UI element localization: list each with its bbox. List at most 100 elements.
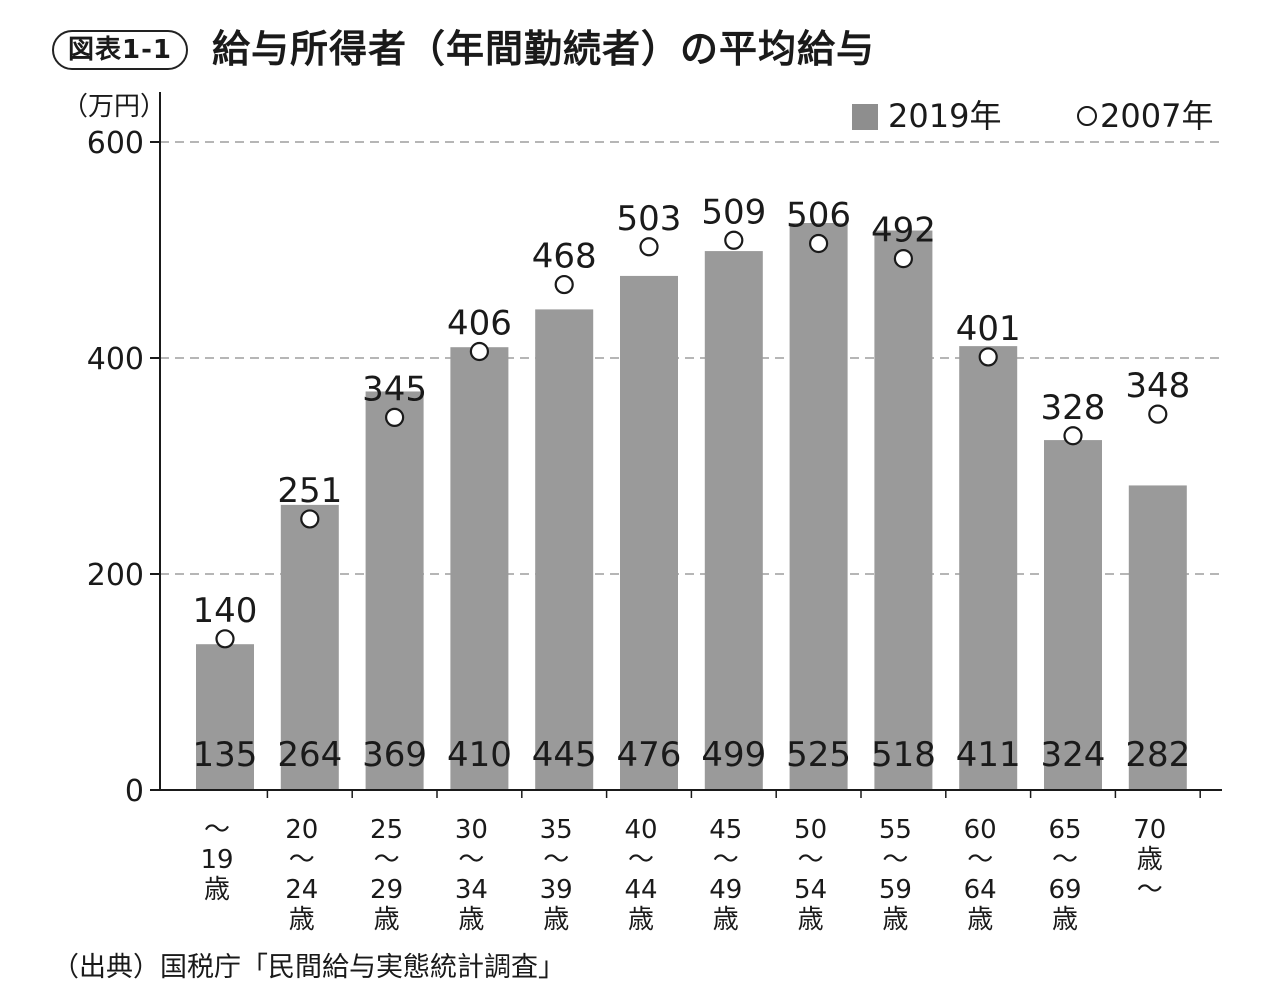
marker-2007-10 [1063, 426, 1083, 446]
bar-2019-0 [196, 644, 254, 790]
figure-number-badge: 図表1-1 [52, 30, 188, 70]
marker-value-label-2007-11: 348 [1125, 366, 1190, 406]
bar-2019-8 [874, 230, 933, 790]
bar-value-label-2019-6: 499 [701, 735, 766, 775]
bar-value-label-2019-5: 476 [617, 735, 682, 775]
x-tick-label-9-0: 60 [964, 815, 997, 845]
x-tick-label-2-0: 25 [370, 815, 403, 845]
marker-2007-6 [724, 230, 744, 250]
x-tick-label-4-3: 歳 [543, 905, 569, 935]
x-tick-label-4-0: 35 [540, 815, 573, 845]
marker-value-label-2007-8: 492 [871, 211, 936, 251]
x-tick-label-3-2: 34 [455, 875, 488, 905]
x-tick-label-0-2: 歳 [204, 875, 230, 905]
x-tick-label-6-1: 〜 [713, 845, 739, 875]
legend-label-2019: 2019年 [888, 97, 1002, 135]
y-tick-label-600: 600 [87, 126, 144, 161]
bar-2019-6 [704, 251, 763, 790]
y-tick-label-0: 0 [125, 774, 144, 809]
marker-value-label-2007-9: 401 [956, 309, 1021, 349]
marker-2007-8 [893, 249, 914, 269]
marker-2007-0 [215, 629, 235, 649]
x-tick-label-0-0: 〜 [204, 815, 230, 845]
marker-2007-5 [639, 237, 659, 257]
bar-value-label-2019-11: 282 [1125, 735, 1190, 775]
marker-2007-4 [554, 274, 574, 295]
bar-2019-1 [280, 504, 339, 790]
marker-2007-9 [978, 347, 998, 367]
x-tick-label-3-1: 〜 [458, 845, 484, 875]
x-tick-label-1-2: 24 [285, 875, 318, 905]
x-tick-label-5-1: 〜 [628, 845, 654, 875]
marker-value-label-2007-6: 509 [701, 192, 766, 232]
bar-value-label-2019-4: 445 [532, 735, 597, 775]
x-tick-label-1-1: 〜 [289, 845, 315, 875]
bar-value-label-2019-10: 324 [1041, 735, 1106, 775]
bar-value-label-2019-1: 264 [277, 735, 342, 775]
marker-2007-1 [300, 509, 320, 529]
y-tick-label-400: 400 [87, 342, 144, 377]
legend-bar-swatch [852, 104, 878, 130]
legend-label-2007: 2007年 [1100, 97, 1214, 135]
x-tick-label-2-2: 29 [370, 875, 403, 905]
x-tick-label-7-0: 50 [794, 815, 827, 845]
marker-value-label-2007-7: 506 [786, 196, 851, 236]
bar-value-label-2019-3: 410 [447, 735, 512, 775]
chart-title: 給与所得者（年間勤続者）の平均給与 [212, 27, 876, 71]
x-tick-label-1-0: 20 [285, 815, 318, 845]
x-tick-label-8-0: 55 [879, 815, 912, 845]
x-tick-label-9-3: 歳 [967, 905, 993, 935]
marker-2007-11 [1148, 404, 1168, 424]
x-tick-label-5-2: 44 [624, 875, 657, 905]
bar-2019-7 [789, 223, 848, 790]
marker-2007-2 [385, 407, 405, 427]
x-tick-label-11-2: 〜 [1137, 875, 1163, 905]
bar-value-label-2019-8: 518 [871, 735, 936, 775]
bar-2019-9 [959, 346, 1018, 790]
x-tick-label-7-3: 歳 [798, 905, 824, 935]
legend-circle-swatch [1077, 106, 1097, 126]
marker-2007-3 [469, 341, 489, 362]
source-note: （出典）国税庁「民間給与実態統計調査」 [52, 952, 565, 983]
x-tick-label-6-3: 歳 [713, 905, 739, 935]
bar-value-label-2019-7: 525 [786, 735, 851, 775]
bar-2019-3 [450, 347, 509, 790]
x-tick-label-9-1: 〜 [967, 845, 993, 875]
x-tick-label-3-3: 歳 [458, 905, 484, 935]
x-tick-label-10-2: 69 [1048, 875, 1081, 905]
bar-2019-5 [620, 275, 678, 790]
x-tick-label-3-0: 30 [455, 815, 488, 845]
x-tick-label-2-3: 歳 [374, 905, 400, 935]
x-tick-label-8-3: 歳 [882, 905, 908, 935]
marker-value-label-2007-0: 140 [193, 591, 258, 631]
x-tick-label-4-2: 39 [540, 875, 573, 905]
bar-value-label-2019-9: 411 [956, 735, 1021, 775]
y-axis-unit-label: （万円） [62, 92, 167, 122]
bar-2019-10 [1044, 440, 1102, 790]
marker-value-label-2007-10: 328 [1041, 388, 1106, 428]
x-tick-label-2-1: 〜 [374, 845, 400, 875]
marker-value-label-2007-5: 503 [617, 199, 682, 239]
x-tick-label-11-1: 歳 [1137, 845, 1163, 875]
x-tick-label-7-1: 〜 [798, 845, 824, 875]
x-tick-label-6-2: 49 [709, 875, 742, 905]
x-tick-label-8-1: 〜 [882, 845, 908, 875]
x-tick-label-8-2: 59 [879, 875, 912, 905]
bar-2019-11 [1128, 485, 1187, 790]
marker-value-label-2007-1: 251 [277, 471, 342, 511]
bar-2019-2 [365, 391, 424, 790]
marker-2007-7 [808, 233, 829, 254]
bar-value-label-2019-0: 135 [193, 735, 258, 775]
x-tick-label-10-3: 歳 [1052, 905, 1078, 935]
marker-value-label-2007-3: 406 [447, 304, 512, 344]
x-tick-label-9-2: 64 [964, 875, 997, 905]
bar-value-label-2019-2: 369 [362, 735, 427, 775]
x-tick-label-0-1: 19 [200, 845, 233, 875]
x-tick-label-7-2: 54 [794, 875, 827, 905]
x-tick-label-1-3: 歳 [289, 905, 315, 935]
x-tick-label-6-0: 45 [709, 815, 742, 845]
x-tick-label-5-0: 40 [624, 815, 657, 845]
marker-value-label-2007-2: 345 [362, 369, 427, 409]
bar-2019-4 [535, 309, 594, 790]
